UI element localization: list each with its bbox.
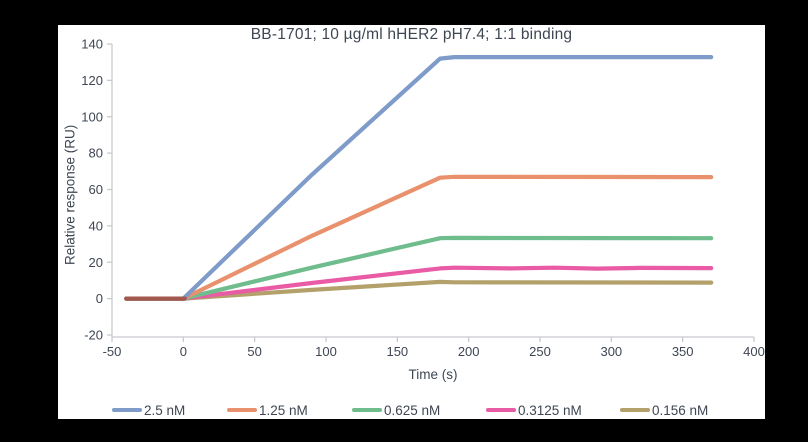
x-tick-label: 300 xyxy=(600,344,622,359)
x-tick-label: 50 xyxy=(247,344,261,359)
series-line-0.3125-nM xyxy=(124,265,714,301)
x-tick-label: 350 xyxy=(672,344,694,359)
legend-label: 0.156 nM xyxy=(652,402,709,418)
x-axis-label: Time (s) xyxy=(408,367,458,382)
legend-swatch xyxy=(486,407,516,413)
y-tick-label: 60 xyxy=(89,182,103,197)
x-tick-label: 250 xyxy=(529,344,551,359)
y-tick-label: 120 xyxy=(81,73,103,88)
x-tick-label: 100 xyxy=(315,344,337,359)
y-tick-label: 40 xyxy=(89,218,103,233)
legend-label: 0.3125 nM xyxy=(518,402,582,418)
y-tick-label: -20 xyxy=(84,328,103,343)
sensorgram-plot: -20 0 20 40 60 80 100 120 140 -50 0 50 100 150 200 250 3… xyxy=(81,37,765,360)
x-tick-label: -50 xyxy=(103,344,122,359)
legend-label: 0.625 nM xyxy=(384,402,441,418)
x-tick-label: 200 xyxy=(458,344,480,359)
y-tick-label: 100 xyxy=(81,109,103,124)
legend-item-1.25-nM: 1.25 nM xyxy=(227,401,308,419)
y-tick-label: 80 xyxy=(89,146,103,161)
x-tick-label: 150 xyxy=(386,344,408,359)
x-tick-label: 0 xyxy=(180,344,187,359)
legend: 2.5 nM 1.25 nM 0.625 nM 0.3125 nM 0.156 nM xyxy=(58,401,765,419)
y-tick-label: 140 xyxy=(81,37,103,52)
legend-swatch xyxy=(112,407,142,413)
chart-title: BB-1701; 10 µg/ml hHER2 pH7.4; 1:1 bindi… xyxy=(250,26,573,43)
legend-item-0.3125-nM: 0.3125 nM xyxy=(486,401,582,419)
x-tick-label: 400 xyxy=(743,344,765,359)
legend-label: 2.5 nM xyxy=(144,402,186,418)
legend-item-2.5-nM: 2.5 nM xyxy=(112,401,185,419)
chart-area: BB-1701; 10 µg/ml hHER2 pH7.4; 1:1 bindi… xyxy=(58,25,765,419)
legend-label: 1.25 nM xyxy=(259,402,308,418)
y-tick-label: 0 xyxy=(96,291,103,306)
y-tick-label: 20 xyxy=(89,255,103,270)
legend-item-0.625-nM: 0.625 nM xyxy=(352,401,440,419)
legend-swatch xyxy=(227,407,257,413)
legend-item-0.156-nM: 0.156 nM xyxy=(620,401,708,419)
legend-swatch xyxy=(620,407,650,413)
legend-swatch xyxy=(352,407,382,413)
